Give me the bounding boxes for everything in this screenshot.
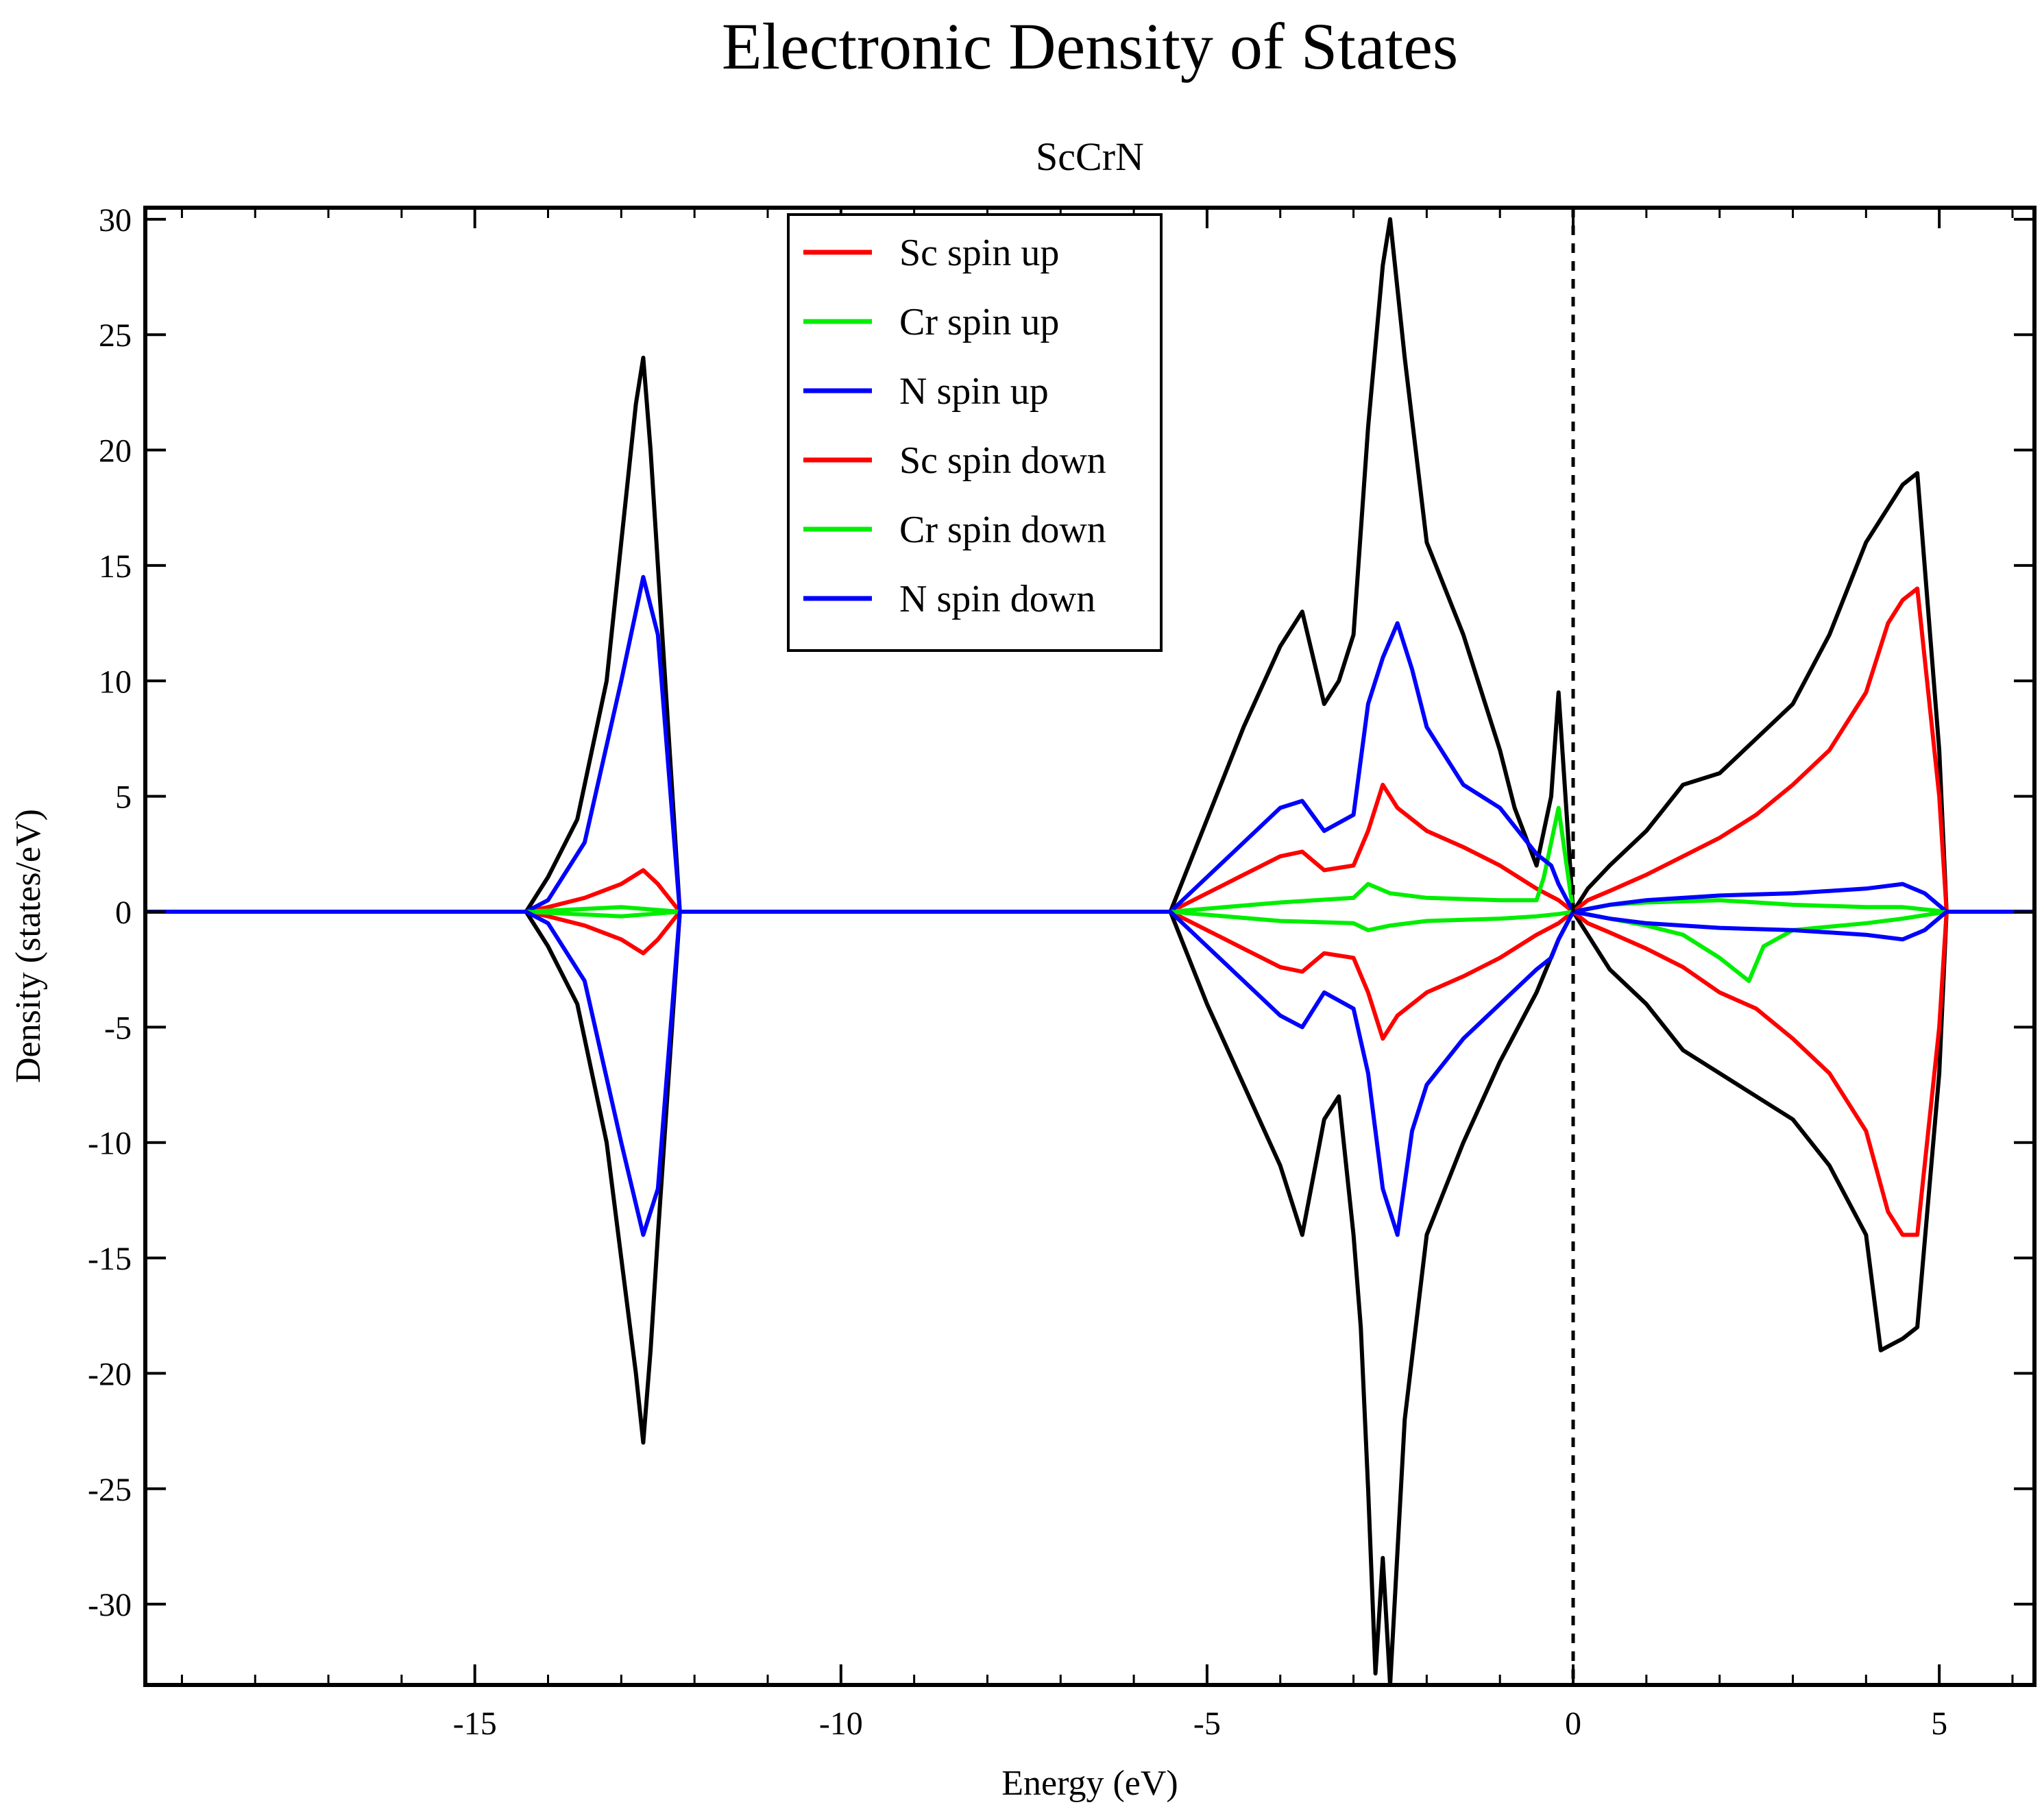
y-tick-label: 5 [115,779,132,816]
x-tick-label: -10 [819,1706,863,1742]
y-tick-label: 25 [99,317,132,354]
chart-title: Electronic Density of States [722,10,1458,83]
y-tick-label: 30 [99,202,132,239]
x-tick-label: 0 [1565,1706,1581,1742]
y-axis-label: Density (states/eV) [9,809,48,1083]
y-tick-label: -10 [88,1126,132,1162]
y-tick-label: 20 [99,433,132,470]
y-tick-label: 0 [115,895,132,931]
y-tick-label: -5 [104,1010,132,1046]
y-tick-label: -15 [88,1241,132,1277]
legend-box [787,213,1163,652]
axis-ticks: -15 -10 -5 0 5 30 25 20 15 10 5 0 -5 -10 -15 -20 -25 -30 [88,202,2034,1742]
chart-subtitle: ScCrN [1036,134,1144,179]
x-tick-label: 5 [1931,1706,1947,1742]
series-line-total-1 [145,217,2034,914]
y-tick-label: 15 [99,548,132,585]
series-line-cr-spin-down [145,910,2034,983]
x-tick-label: -5 [1193,1706,1221,1742]
y-tick-label: -25 [88,1472,132,1508]
x-tick-label: -15 [453,1706,497,1742]
series-line-sc-spin-up [145,586,2034,914]
x-axis-label: Energy (eV) [1001,1764,1178,1803]
legend-label: Cr spin up [899,301,1059,343]
y-tick-label: -20 [88,1356,132,1392]
series-line-n-spin-down [145,910,2034,1237]
plot-frame [143,206,2037,1687]
legend: Sc spin up Cr spin up N spin up Sc spin dow… [787,213,1163,652]
legend-label: N spin up [899,370,1049,413]
series-line-sc-spin-down [145,910,2034,1237]
series-line-total-2 [145,910,2034,1685]
series-layer [145,217,2034,1685]
legend-label: Sc spin up [899,232,1059,274]
y-tick-label: 10 [99,664,132,700]
legend-label: N spin down [899,578,1095,620]
legend-label: Cr spin down [899,509,1106,551]
series-line-n-spin-up [145,574,2034,914]
y-tick-label: -30 [88,1587,132,1623]
legend-label: Sc spin down [899,439,1106,482]
